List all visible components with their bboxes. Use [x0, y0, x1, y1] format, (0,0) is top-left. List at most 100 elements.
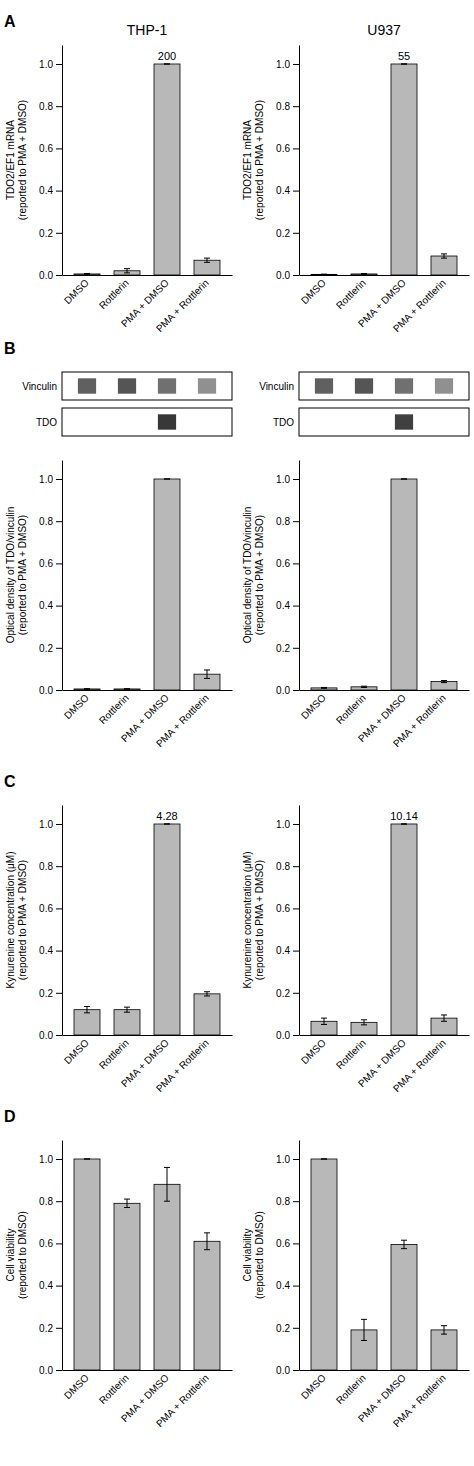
- y-tick: 0.2: [39, 987, 62, 998]
- bar: [351, 687, 377, 690]
- y-axis-label: Kynurenine concentration (μM)(reported t…: [5, 852, 28, 989]
- y-axis: 0.00.20.40.60.81.0: [39, 46, 62, 281]
- y-tick-label: 0.2: [276, 987, 290, 998]
- error-bar: [321, 1018, 327, 1024]
- error-bar-stem: [207, 992, 208, 996]
- x-axis: DMSORottlerinPMA + DMSOPMA + Rottlerin: [62, 276, 233, 335]
- y-tick-mark: [293, 606, 299, 607]
- y-tick-mark: [293, 1035, 299, 1036]
- error-bar-stem: [207, 670, 208, 678]
- error-bar-cap: [321, 687, 327, 688]
- bar-annotation: 10.14: [390, 810, 418, 822]
- y-tick-mark: [293, 1243, 299, 1244]
- y-tick-label: 0.2: [39, 642, 53, 653]
- y-axis-label-line: TDO2/EF1 mRNA: [242, 120, 253, 200]
- error-bar: [84, 1007, 90, 1013]
- y-tick-label: 0.0: [39, 1365, 53, 1376]
- error-bar-cap: [204, 262, 210, 263]
- y-tick-mark: [56, 951, 62, 952]
- y-tick-mark: [56, 648, 62, 649]
- y-tick-label: 0.0: [39, 1030, 53, 1041]
- error-bar-cap: [321, 688, 327, 689]
- y-tick-label: 0.2: [39, 1322, 53, 1333]
- x-tick: PMA + Rottlerin: [391, 1372, 448, 1429]
- blot-row-label: TDO: [273, 417, 294, 428]
- y-tick-label: 0.6: [276, 143, 290, 154]
- blot-band: [198, 378, 216, 393]
- bar: [431, 256, 457, 275]
- panel-label: D: [4, 1108, 16, 1125]
- y-axis-line: [299, 461, 300, 691]
- error-bar-cap: [401, 478, 407, 479]
- y-tick-label: 0.8: [39, 516, 53, 527]
- x-tick: PMA + Rottlerin: [154, 1372, 211, 1429]
- x-axis-line: [300, 1370, 470, 1371]
- error-bar-cap: [204, 991, 210, 992]
- x-tick: PMA + Rottlerin: [391, 692, 448, 749]
- x-tick-label: PMA + Rottlerin: [391, 1372, 448, 1429]
- bar: [391, 479, 417, 690]
- y-axis-label: Cell viability(reported to DMSO): [242, 1211, 265, 1299]
- y-tick: 0.4: [39, 945, 62, 956]
- x-axis-line: [300, 690, 470, 691]
- y-tick-label: 0.6: [276, 1238, 290, 1249]
- error-bar-cap: [321, 1158, 327, 1159]
- error-bar-cap: [361, 1019, 367, 1020]
- bar: [194, 260, 220, 275]
- bar: [431, 1330, 457, 1370]
- error-bar-cap: [441, 682, 447, 683]
- error-bar-cap: [361, 687, 367, 688]
- y-tick: 0.4: [276, 600, 299, 611]
- x-axis-line: [63, 1035, 233, 1036]
- y-tick: 0.8: [39, 1196, 62, 1207]
- y-tick: 1.0: [39, 1154, 62, 1165]
- bar-panel: 0.00.20.40.60.81.0DMSORottlerinPMA + DMS…: [5, 806, 233, 1095]
- y-tick: 0.6: [39, 1238, 62, 1249]
- x-tick-label: DMSO: [62, 1372, 91, 1401]
- x-tick-label: DMSO: [62, 692, 91, 721]
- y-tick-mark: [293, 1328, 299, 1329]
- bar: [74, 1159, 100, 1370]
- y-tick-mark: [56, 148, 62, 149]
- error-bar: [164, 478, 170, 479]
- x-tick: DMSO: [299, 692, 328, 721]
- blot-strip: TDO: [273, 408, 469, 436]
- bar: [391, 1244, 417, 1370]
- y-tick-label: 0.8: [276, 1196, 290, 1207]
- error-bar-cap: [321, 1158, 327, 1159]
- plot-area: [311, 64, 457, 275]
- y-tick-mark: [293, 521, 299, 522]
- y-tick-label: 0.4: [39, 185, 53, 196]
- y-tick-mark: [293, 1159, 299, 1160]
- x-axis-line: [63, 690, 233, 691]
- y-tick-label: 0.2: [276, 227, 290, 238]
- error-bar: [204, 258, 210, 262]
- error-bar-cap: [361, 1340, 367, 1341]
- y-axis-label-line: (reported to PMA + DMSO): [17, 100, 28, 220]
- blot-band: [158, 378, 176, 393]
- x-tick-label: DMSO: [299, 692, 328, 721]
- y-tick-label: 0.8: [276, 101, 290, 112]
- x-tick: Rottlerin: [334, 1372, 368, 1406]
- y-tick: 0.0: [39, 685, 62, 696]
- y-tick: 0.8: [276, 101, 299, 112]
- blot-band: [395, 378, 413, 393]
- chart-title: THP-1: [127, 22, 168, 38]
- y-tick: 0.4: [39, 185, 62, 196]
- x-tick-label: Rottlerin: [334, 1372, 368, 1406]
- y-tick: 0.2: [276, 1322, 299, 1333]
- x-tick-label: Rottlerin: [97, 277, 131, 311]
- bar-panel: 0.00.20.40.60.81.0DMSORottlerinPMA + DMS…: [242, 1141, 470, 1430]
- error-bar: [124, 1007, 130, 1012]
- error-bar-stem: [444, 1326, 445, 1334]
- y-tick: 1.0: [276, 1154, 299, 1165]
- error-bar-cap: [204, 1232, 210, 1233]
- y-axis-label-line: Kynurenine concentration (μM): [242, 852, 253, 989]
- error-bar-cap: [164, 63, 170, 64]
- error-bar: [401, 823, 407, 824]
- y-tick: 0.8: [39, 861, 62, 872]
- y-axis: 0.00.20.40.60.81.0: [39, 461, 62, 696]
- y-axis-label: Optical density of TDO/vinculin(reported…: [5, 507, 28, 644]
- y-tick: 0.6: [39, 903, 62, 914]
- plot-area: [311, 824, 457, 1035]
